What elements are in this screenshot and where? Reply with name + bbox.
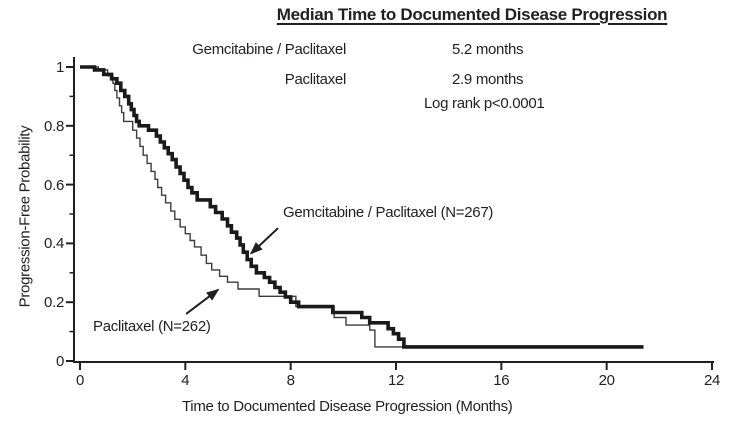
annotation-arrows xyxy=(185,227,279,315)
log-rank-p-value: Log rank p<0.0001 xyxy=(424,95,545,112)
annotation-arrow-0 xyxy=(249,227,279,255)
legend-median-paclitaxel: 2.9 months xyxy=(452,71,524,88)
chart-title: Median Time to Documented Disease Progre… xyxy=(276,5,668,24)
y-tick-label: 0.8 xyxy=(44,117,64,135)
x-tick-label: 16 xyxy=(493,372,510,389)
x-tick-label: 12 xyxy=(387,372,405,389)
y-tick-label: 0.6 xyxy=(44,176,64,194)
km-curve-paclitaxel xyxy=(80,66,644,348)
x-tick-label: 8 xyxy=(286,372,295,389)
legend-label-gemcitabine-paclitaxel: Gemcitabine / Paclitaxel xyxy=(192,41,346,58)
x-tick-label: 24 xyxy=(703,372,721,389)
curve-label-gemcitabine-paclitaxel: Gemcitabine / Paclitaxel (N=267) xyxy=(283,204,494,221)
y-tick-label: 1 xyxy=(55,59,64,76)
legend-median-gemcitabine-paclitaxel: 5.2 months xyxy=(452,41,524,58)
curve-label-paclitaxel: Paclitaxel (N=262) xyxy=(93,318,211,335)
x-tick-label: 4 xyxy=(181,372,190,389)
y-axis-title: Progression-Free Probability xyxy=(16,125,34,308)
y-tick-label: 0.4 xyxy=(44,235,64,253)
km-curve-gemcitabine-paclitaxel xyxy=(80,65,644,349)
x-tick-label: 0 xyxy=(75,372,85,389)
annotation-arrow-1 xyxy=(185,288,220,315)
legend-label-paclitaxel: Paclitaxel xyxy=(284,71,347,88)
y-tick-label: 0 xyxy=(55,353,64,370)
km-curves xyxy=(80,65,644,349)
axis-ticks xyxy=(66,66,713,370)
x-tick-label: 20 xyxy=(598,372,615,389)
x-axis-title: Time to Documented Disease Progression (… xyxy=(182,398,513,415)
y-tick-label: 0.2 xyxy=(44,294,64,312)
